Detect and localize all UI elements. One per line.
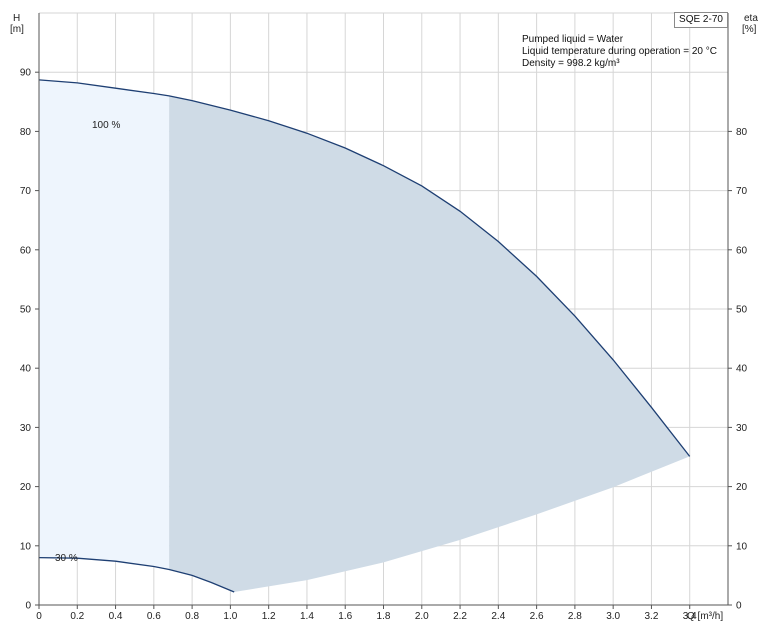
y-tick-label-right: 30 [736,423,748,434]
x-tick-label: 0.4 [109,611,123,622]
x-tick-label: 2.8 [568,611,582,622]
y-axis-label-right-symbol: eta [744,13,758,24]
y-tick-label-left: 20 [20,482,32,493]
x-axis-label: Q [m³/h] [687,611,723,622]
x-tick-label: 0.8 [185,611,199,622]
y-tick-label-left: 80 [20,127,32,138]
info-line-liquid: Pumped liquid = Water [522,34,624,45]
y-tick-label-right: 50 [736,305,748,316]
y-tick-label-right: 80 [736,127,748,138]
y-tick-label-left: 60 [20,245,32,256]
y-axis-label-left-unit: [m] [10,24,24,35]
axes: 0 0.2 0.4 0.6 0.8 1.0 1.2 1.4 1.6 1.8 2.0 2.2 2.4 2.6… [20,13,748,622]
y-tick-label-left: 40 [20,364,32,375]
curve-100-percent [38,79,691,457]
x-tick-label: 3.0 [606,611,620,622]
pump-model-label: SQE 2-70 [674,12,728,28]
y-tick-label-left: 0 [25,601,31,612]
x-tick-label: 1.6 [338,611,352,622]
y-tick-label-right: 40 [736,364,748,375]
y-tick-label-left: 90 [20,68,32,79]
speed-label-30: 30 % [55,553,78,564]
y-tick-label-right: 70 [736,186,748,197]
curve-30-percent [38,556,235,593]
x-tick-label: 1.8 [377,611,391,622]
operating-region-dark [169,95,690,593]
x-tick-label: 1.0 [223,611,237,622]
y-axis-label-left-symbol: H [13,13,20,24]
y-tick-label-right: 60 [736,245,748,256]
x-tick-label: 2.4 [491,611,505,622]
operating-regions [39,79,690,593]
y-tick-label-left: 30 [20,423,32,434]
y-tick-label-left: 70 [20,186,32,197]
x-tick-label: 3.2 [644,611,658,622]
y-tick-label-right: 10 [736,541,748,552]
x-tick-label: 0.6 [147,611,161,622]
x-tick-label: 2.2 [453,611,467,622]
x-tick-label: 1.2 [262,611,276,622]
x-tick-label: 0 [36,611,42,622]
y-tick-label-right: 0 [736,601,742,612]
operating-region-light [39,79,170,570]
speed-label-100: 100 % [92,120,120,131]
curves [38,79,691,593]
info-line-density: Density = 998.2 kg/m³ [522,58,620,69]
x-tick-label: 0.2 [70,611,84,622]
x-tick-label: 1.4 [300,611,314,622]
y-tick-label-left: 10 [20,541,32,552]
y-tick-label-left: 50 [20,305,32,316]
y-axis-label-right-unit: [%] [742,24,757,35]
info-line-temperature: Liquid temperature during operation = 20… [522,46,717,57]
x-tick-label: 3.4 [683,611,697,622]
y-tick-label-right: 20 [736,482,748,493]
x-tick-label: 2.0 [415,611,429,622]
x-tick-label: 2.6 [530,611,544,622]
